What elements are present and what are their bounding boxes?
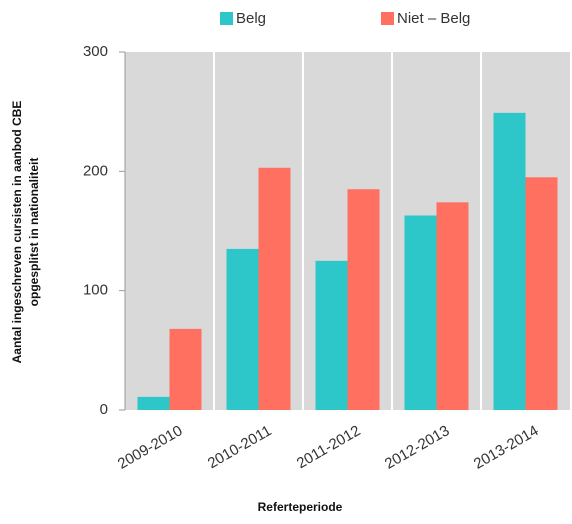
bar — [258, 167, 291, 410]
bar — [493, 112, 526, 411]
y-axis-label: opgesplitst in nationaliteit — [27, 158, 41, 307]
y-tick-label: 100 — [83, 282, 108, 299]
x-axis-label: Referteperiode — [258, 500, 343, 514]
bar — [226, 248, 259, 410]
bar — [347, 189, 380, 410]
y-tick-label: 0 — [100, 401, 108, 418]
bar — [404, 215, 437, 410]
legend-swatch — [381, 12, 394, 25]
x-tick-label: 2009-2010 — [115, 422, 186, 473]
y-axis-label: Aantal ingeschreven cursisten in aanbod … — [10, 101, 24, 364]
y-tick-label: 300 — [83, 43, 108, 60]
legend-label: Niet – Belg — [397, 10, 470, 27]
bar — [169, 328, 202, 410]
bar — [137, 396, 170, 410]
legend-swatch — [220, 12, 233, 25]
x-tick-label: 2010-2011 — [205, 422, 275, 472]
x-tick-label: 2011-2012 — [294, 422, 364, 472]
x-tick-label: 2013-2014 — [471, 422, 542, 473]
legend-label: Belg — [236, 10, 266, 27]
y-tick-label: 200 — [83, 162, 108, 179]
bar — [525, 177, 558, 410]
bar — [315, 260, 348, 410]
x-tick-label: 2012-2013 — [382, 422, 453, 473]
bar — [436, 202, 469, 410]
